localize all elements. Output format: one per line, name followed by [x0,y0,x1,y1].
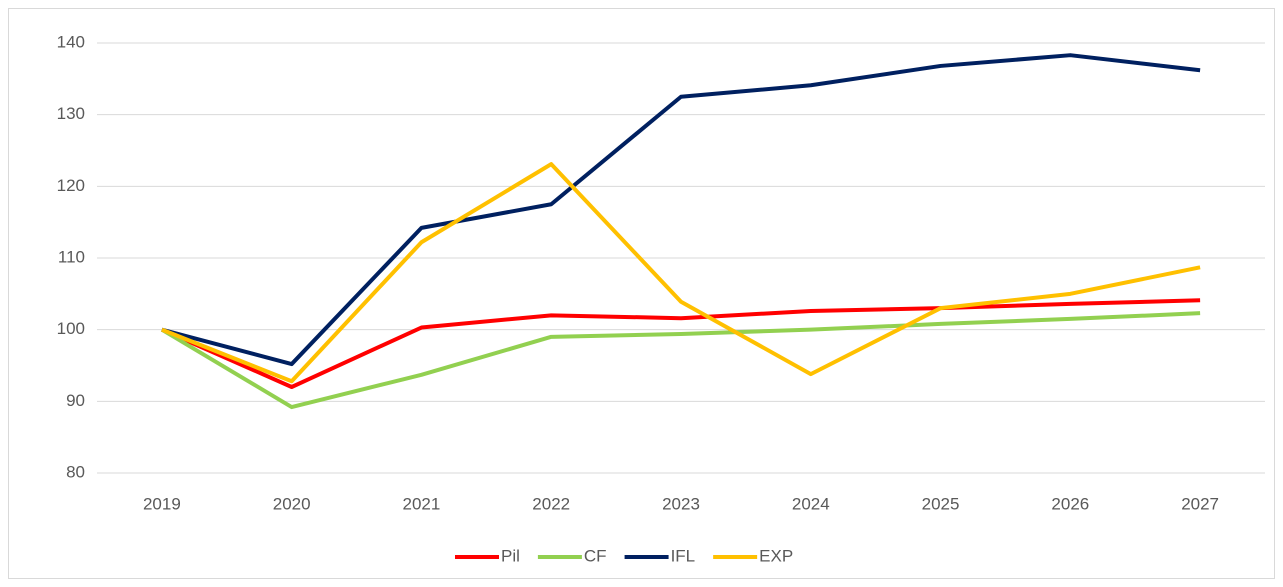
x-tick-label: 2026 [1051,494,1089,513]
series-line [161,53,1201,367]
series-line [161,298,1201,389]
x-tick-label: 2023 [662,494,700,513]
y-tick-label: 90 [66,391,85,410]
legend-label: CF [584,546,607,565]
y-tick-label: 130 [57,104,85,123]
x-tick-label: 2022 [532,494,570,513]
x-tick-label: 2024 [792,494,830,513]
y-tick-label: 100 [57,319,85,338]
legend-label: EXP [759,546,793,565]
x-tick-label: 2027 [1181,494,1219,513]
x-tick-label: 2020 [273,494,311,513]
legend-label: IFL [671,546,696,565]
y-tick-label: 110 [58,247,85,266]
y-tick-label: 140 [57,32,85,51]
legend-label: Pil [501,546,520,565]
series-line [160,311,1201,410]
series-line [161,162,1201,384]
chart-frame [8,8,1275,579]
x-tick-label: 2019 [143,494,181,513]
y-tick-label: 80 [66,462,85,481]
y-tick-label: 120 [57,176,85,195]
x-tick-label: 2025 [922,494,960,513]
x-tick-label: 2021 [403,494,441,513]
